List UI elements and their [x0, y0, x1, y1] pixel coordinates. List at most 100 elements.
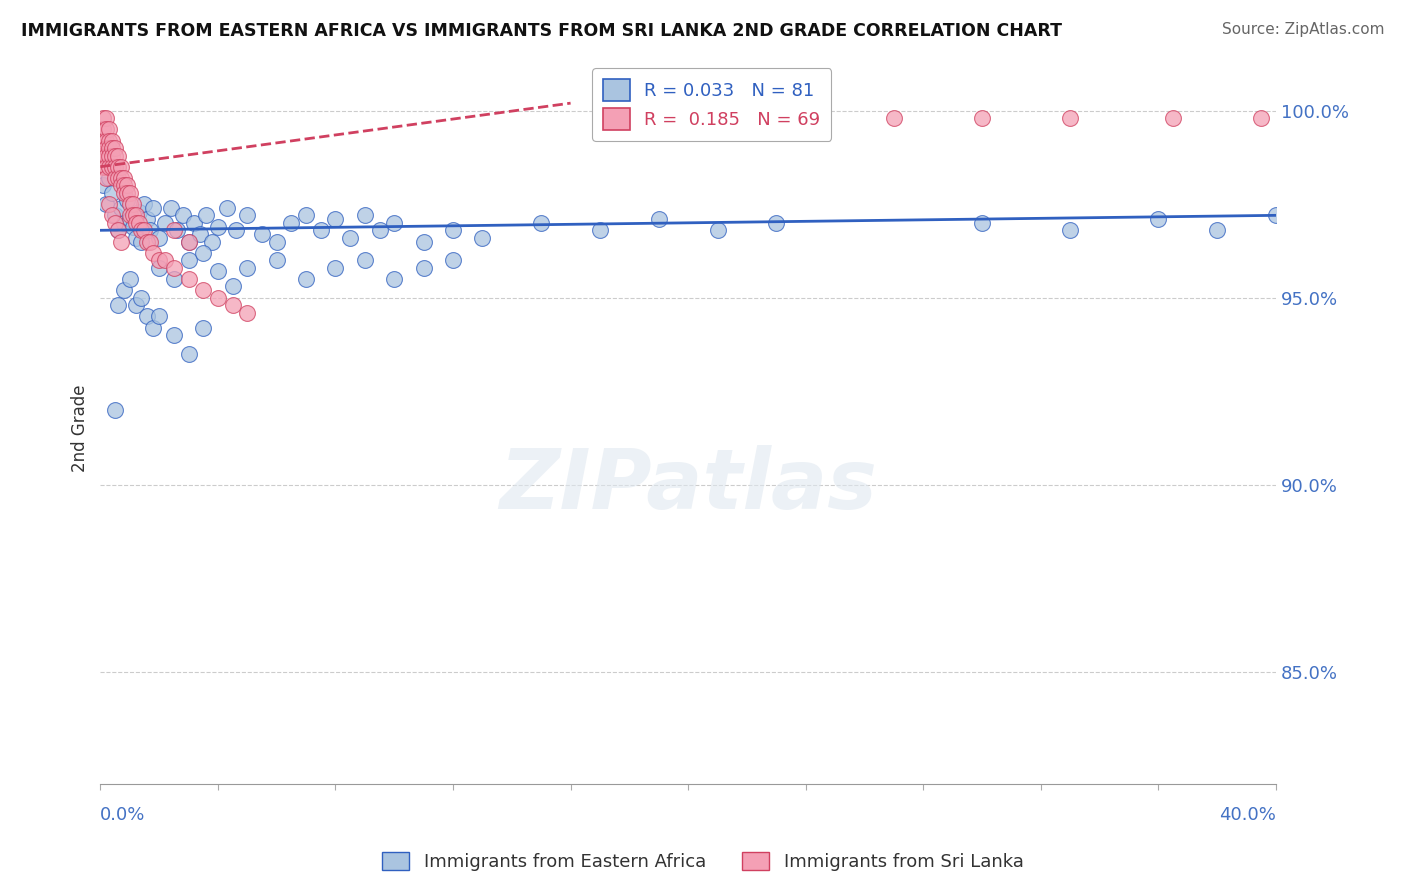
Point — [91, 160, 114, 174]
Point — [136, 235, 159, 249]
Point — [309, 223, 332, 237]
Point — [91, 134, 114, 148]
Point — [107, 170, 129, 185]
Point — [339, 231, 361, 245]
Point — [98, 122, 121, 136]
Point — [215, 201, 238, 215]
Point — [131, 291, 153, 305]
Point — [163, 328, 186, 343]
Point — [177, 235, 200, 249]
Point — [98, 134, 121, 148]
Text: Source: ZipAtlas.com: Source: ZipAtlas.com — [1222, 22, 1385, 37]
Point — [96, 170, 118, 185]
Point — [142, 245, 165, 260]
Point — [142, 201, 165, 215]
Point — [136, 310, 159, 324]
Point — [354, 208, 377, 222]
Point — [131, 235, 153, 249]
Point — [98, 148, 121, 162]
Point — [136, 212, 159, 227]
Point — [153, 216, 176, 230]
Point — [107, 298, 129, 312]
Point — [530, 216, 553, 230]
Text: 0.0%: 0.0% — [100, 806, 146, 824]
Point — [104, 160, 127, 174]
Point — [112, 178, 135, 193]
Point — [250, 227, 273, 241]
Point — [163, 260, 186, 275]
Point — [207, 219, 229, 234]
Point — [124, 298, 146, 312]
Point — [91, 111, 114, 125]
Y-axis label: 2nd Grade: 2nd Grade — [72, 384, 89, 472]
Point — [1161, 111, 1184, 125]
Point — [193, 283, 215, 297]
Point — [118, 197, 141, 211]
Point — [98, 160, 121, 174]
Point — [121, 219, 143, 234]
Point — [101, 148, 124, 162]
Point — [139, 235, 162, 249]
Point — [107, 223, 129, 237]
Point — [115, 186, 138, 200]
Point — [266, 253, 288, 268]
Point — [91, 148, 114, 162]
Point — [883, 111, 905, 125]
Point — [96, 134, 118, 148]
Point — [148, 253, 170, 268]
Point — [153, 253, 176, 268]
Point — [121, 197, 143, 211]
Point — [107, 223, 129, 237]
Point — [112, 216, 135, 230]
Point — [166, 223, 188, 237]
Point — [112, 186, 135, 200]
Point — [110, 160, 132, 174]
Legend: R = 0.033   N = 81, R =  0.185   N = 69: R = 0.033 N = 81, R = 0.185 N = 69 — [592, 68, 831, 141]
Point — [183, 216, 205, 230]
Point — [91, 122, 114, 136]
Point — [101, 186, 124, 200]
Point — [118, 208, 141, 222]
Point — [118, 212, 141, 227]
Point — [104, 170, 127, 185]
Point — [124, 208, 146, 222]
Point — [104, 208, 127, 222]
Point — [177, 347, 200, 361]
Text: IMMIGRANTS FROM EASTERN AFRICA VS IMMIGRANTS FROM SRI LANKA 2ND GRADE CORRELATIO: IMMIGRANTS FROM EASTERN AFRICA VS IMMIGR… — [21, 22, 1062, 40]
Point — [207, 264, 229, 278]
Point — [354, 253, 377, 268]
Point — [112, 283, 135, 297]
Point — [325, 212, 347, 227]
Point — [706, 223, 728, 237]
Point — [101, 208, 124, 222]
Text: ZIPatlas: ZIPatlas — [499, 445, 877, 526]
Point — [193, 320, 215, 334]
Point — [280, 216, 302, 230]
Point — [1147, 212, 1170, 227]
Point — [160, 201, 183, 215]
Point — [98, 141, 121, 155]
Point — [128, 204, 150, 219]
Point — [112, 170, 135, 185]
Point — [201, 235, 224, 249]
Point — [96, 197, 118, 211]
Point — [104, 148, 127, 162]
Point — [163, 223, 186, 237]
Point — [441, 253, 464, 268]
Point — [195, 208, 218, 222]
Point — [91, 178, 114, 193]
Point — [134, 223, 156, 237]
Point — [970, 111, 993, 125]
Point — [101, 141, 124, 155]
Text: 40.0%: 40.0% — [1219, 806, 1277, 824]
Point — [648, 212, 671, 227]
Point — [148, 310, 170, 324]
Point — [177, 235, 200, 249]
Point — [236, 208, 259, 222]
Point — [110, 201, 132, 215]
Point — [104, 216, 127, 230]
Point — [1059, 111, 1081, 125]
Point — [101, 160, 124, 174]
Point — [118, 272, 141, 286]
Point — [148, 260, 170, 275]
